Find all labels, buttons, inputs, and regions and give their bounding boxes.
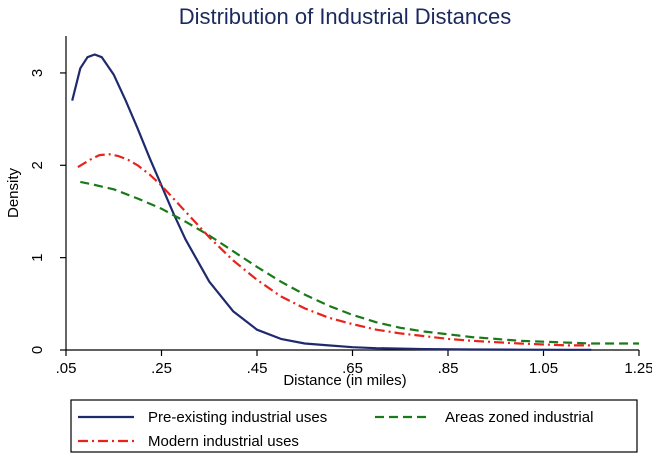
series-line-2 bbox=[77, 153, 592, 347]
x-tick-label: .65 bbox=[342, 360, 363, 377]
y-tick-label: 0 bbox=[29, 346, 46, 354]
x-tick-label: .45 bbox=[247, 360, 268, 377]
x-tick-label: 1.05 bbox=[529, 360, 558, 377]
y-tick-label: 3 bbox=[29, 69, 46, 77]
legend-label-2: Modern industrial uses bbox=[148, 433, 299, 450]
x-tick-label: .25 bbox=[151, 360, 172, 377]
legend: Pre-existing industrial uses Areas zoned … bbox=[78, 409, 593, 450]
series-lines bbox=[71, 53, 639, 351]
plot-area bbox=[66, 36, 639, 350]
x-tick-label: .05 bbox=[56, 360, 77, 377]
legend-label-0: Pre-existing industrial uses bbox=[148, 409, 327, 426]
legend-box bbox=[70, 399, 638, 453]
x-tick-label: 1.25 bbox=[624, 360, 652, 377]
legend-label-1: Areas zoned industrial bbox=[445, 409, 593, 426]
series-line-1 bbox=[80, 180, 639, 345]
y-tick-label: 2 bbox=[29, 161, 46, 169]
series-line-0 bbox=[71, 53, 592, 351]
y-axis-title: Density bbox=[5, 167, 22, 218]
ticks: .05 .25 .45 .65 .85 1.05 1.25 0 1 2 3 bbox=[29, 69, 652, 377]
x-tick-label: .85 bbox=[438, 360, 459, 377]
y-tick-label: 1 bbox=[29, 253, 46, 261]
x-axis-title: Distance (in miles) bbox=[283, 372, 406, 389]
chart-title: Distribution of Industrial Distances bbox=[178, 4, 512, 29]
